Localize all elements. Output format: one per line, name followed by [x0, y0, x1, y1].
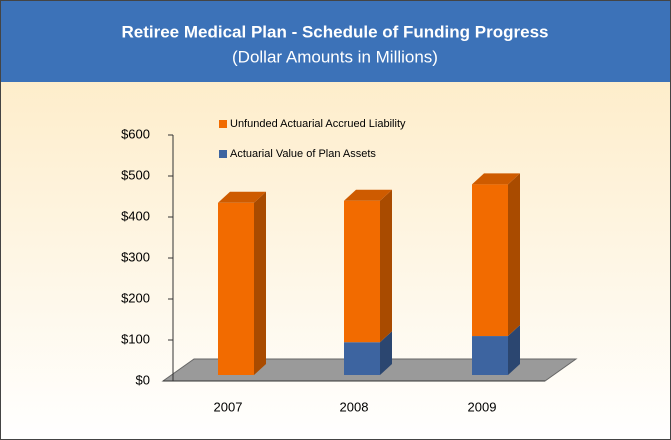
header-band: [0, 0, 671, 82]
legend-label: Unfunded Actuarial Accrued Liability: [230, 118, 406, 130]
bar-side: [254, 191, 266, 375]
chart-title: Retiree Medical Plan - Schedule of Fundi…: [122, 22, 549, 41]
legend-label: Actuarial Value of Plan Assets: [230, 148, 376, 160]
bar: [218, 202, 254, 375]
bar-top: [218, 191, 266, 203]
bar-side: [380, 331, 392, 375]
x-tick-label: 2008: [340, 399, 369, 414]
bar-side: [380, 189, 392, 343]
legend-swatch: [219, 120, 227, 128]
bar-top: [472, 173, 520, 185]
y-tick-label: $200: [121, 290, 150, 305]
chart-subtitle: (Dollar Amounts in Millions): [232, 47, 438, 66]
bar: [344, 200, 380, 343]
y-tick-label: $0: [136, 372, 150, 387]
bar-side: [508, 325, 520, 375]
y-tick-label: $600: [121, 126, 150, 141]
legend-swatch: [219, 150, 227, 158]
bar: [344, 342, 380, 375]
x-tick-label: 2007: [214, 399, 243, 414]
bar: [472, 184, 508, 337]
y-tick-label: $500: [121, 167, 150, 182]
bar: [472, 336, 508, 375]
bar-side: [508, 173, 520, 337]
x-tick-label: 2009: [468, 399, 497, 414]
y-tick-label: $400: [121, 208, 150, 223]
y-tick-label: $100: [121, 331, 150, 346]
bar-top: [344, 189, 392, 201]
y-tick-label: $300: [121, 249, 150, 264]
